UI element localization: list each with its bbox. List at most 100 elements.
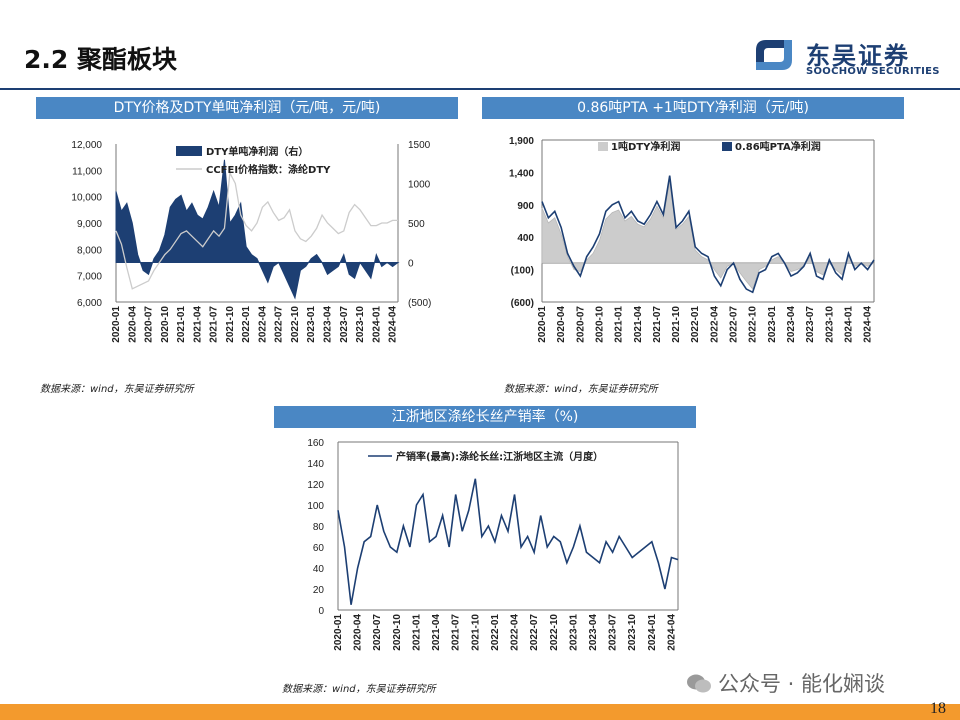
y-tick-label: 40	[313, 564, 325, 575]
x-tick-label: 2023-10	[627, 614, 638, 651]
y-tick-label: 10,000	[71, 193, 102, 204]
y2-tick-label: 0	[408, 259, 414, 270]
y2-tick-label: 1500	[408, 140, 431, 151]
x-tick-label: 2023-04	[786, 306, 797, 343]
chart2-header: 0.86吨PTA +1吨DTY净利润（元/吨)	[482, 97, 904, 119]
sales-rate-chart: 160 140 120 100 80 60 40 20 0 产销率(最高):涤纶长丝:江浙地区主流…	[307, 438, 679, 651]
y-tick-label: 6,000	[77, 298, 102, 309]
dty-price-profit-chart: 12,000 11,000 10,000 9,000 8,000 7,000 6,000 15…	[71, 140, 431, 343]
x-tick-label: 2021-10	[470, 614, 481, 651]
x-tick-label: 2021-07	[451, 614, 462, 651]
x-tick-label: 2023-01	[767, 306, 778, 343]
x-tick-label: 2023-07	[608, 614, 619, 651]
y-tick-label: 9,000	[77, 219, 102, 230]
legend-label-pta: 0.86吨PTA净利润	[735, 140, 821, 153]
x-tick-label: 2024-01	[371, 306, 382, 343]
x-tick-label: 2021-01	[411, 614, 422, 651]
x-tick-label: 2024-04	[388, 306, 399, 343]
legend-label-sales: 产销率(最高):涤纶长丝:江浙地区主流（月度）	[396, 450, 603, 463]
x-tick-label: 2022-04	[510, 614, 521, 651]
x-tick-label: 2020-04	[127, 306, 138, 343]
y-tick-label: 80	[313, 522, 325, 533]
x-tick-label: 2023-07	[805, 306, 816, 343]
legend-swatch-pta	[722, 142, 732, 151]
profit-area	[115, 159, 400, 300]
chart2-source: 数据来源：wind，东吴证券研究所	[504, 384, 658, 395]
x-tick-label: 2021-10	[225, 306, 236, 343]
x-tick-label: 2024-04	[863, 306, 874, 343]
watermark: 公众号 · 能化娴谈	[686, 668, 885, 698]
y-tick-label: 100	[307, 501, 324, 512]
x-tick-label: 2021-04	[633, 306, 644, 343]
x-tick-label: 2021-07	[652, 306, 663, 343]
x-tick-label: 2022-04	[709, 306, 720, 343]
x-tick-label: 2022-10	[549, 614, 560, 651]
y-tick-label: 11,000	[72, 166, 102, 177]
soochow-logo-icon	[752, 36, 796, 74]
y-tick-label: 8,000	[77, 245, 102, 256]
logo-english-name: SOOCHOW SECURITIES	[806, 66, 940, 77]
legend-swatch-dty	[598, 142, 608, 151]
footer-bar	[0, 704, 960, 720]
x-tick-label: 2020-04	[556, 306, 567, 343]
chart1-header: DTY价格及DTY单吨净利润（元/吨，元/吨)	[36, 97, 458, 119]
x-tick-label: 2021-04	[431, 614, 442, 651]
x-tick-label: 2022-07	[729, 306, 740, 343]
x-tick-label: 2020-10	[392, 614, 403, 651]
x-tick-label: 2024-04	[666, 614, 677, 651]
y-tick-label: 160	[307, 438, 324, 449]
y-tick-label: 1,400	[509, 168, 534, 179]
sales-rate-line	[337, 478, 679, 605]
x-tick-label: 2021-10	[671, 306, 682, 343]
x-tick-label: 2022-01	[490, 614, 501, 651]
x-tick-label: 2020-01	[111, 306, 122, 343]
y-tick-label: 120	[307, 480, 324, 491]
legend-label-dty: 1吨DTY净利润	[611, 140, 680, 153]
y2-tick-label: 500	[408, 219, 425, 230]
x-tick-label: 2020-04	[353, 614, 364, 651]
x-tick-label: 2024-01	[843, 306, 854, 343]
legend-swatch-profit	[176, 146, 202, 156]
x-tick-label: 2020-10	[160, 306, 171, 343]
x-tick-label: 2022-07	[529, 614, 540, 651]
chart3-source: 数据来源：wind，东吴证券研究所	[282, 684, 436, 695]
legend-label-price: CCFEI价格指数：涤纶DTY	[206, 163, 331, 176]
y-tick-label: 20	[313, 585, 325, 596]
y2-tick-label: (500)	[408, 298, 431, 309]
x-tick-label: 2022-01	[241, 306, 252, 343]
brand-logo: 东吴证券 SOOCHOW SECURITIES	[752, 36, 942, 80]
x-tick-label: 2023-01	[306, 306, 317, 343]
wechat-icon	[687, 674, 711, 693]
y-tick-label: (600)	[511, 298, 534, 309]
y-tick-label: 0	[318, 606, 324, 617]
x-tick-label: 2022-10	[290, 306, 301, 343]
chart1-source: 数据来源：wind，东吴证券研究所	[40, 384, 194, 395]
slide-title: 2.2 聚酯板块	[24, 45, 177, 74]
x-tick-label: 2022-04	[257, 306, 268, 343]
x-tick-label: 2023-04	[588, 614, 599, 651]
page-number: 18	[930, 700, 946, 717]
x-tick-label: 2023-01	[568, 614, 579, 651]
x-tick-label: 2023-10	[355, 306, 366, 343]
x-tick-label: 2024-01	[647, 614, 658, 651]
legend-label-profit: DTY单吨净利润（右）	[206, 145, 308, 158]
chart3-header: 江浙地区涤纶长丝产销率（%)	[274, 406, 696, 428]
x-tick-label: 2023-04	[323, 306, 334, 343]
logo-chinese-name: 东吴证券	[806, 42, 910, 70]
y-tick-label: 12,000	[71, 140, 102, 151]
x-tick-label: 2021-01	[614, 306, 625, 343]
y-tick-label: 400	[517, 233, 534, 244]
x-tick-label: 2022-07	[274, 306, 285, 343]
y-tick-label: 900	[517, 201, 534, 212]
pta-dty-profit-chart: 1,900 1,400 900 400 (100) (600) 1吨DTY净利润 0.86吨P…	[509, 136, 875, 343]
dty-profit-area	[541, 182, 875, 290]
pta-profit-line	[541, 175, 875, 294]
x-tick-label: 2023-10	[824, 306, 835, 343]
price-line	[115, 170, 398, 290]
x-tick-label: 2020-01	[537, 306, 548, 343]
x-tick-label: 2022-10	[748, 306, 759, 343]
y-tick-label: (100)	[511, 266, 534, 277]
watermark-text: 公众号 · 能化娴谈	[718, 672, 886, 696]
x-tick-label: 2020-07	[372, 614, 383, 651]
y-tick-label: 140	[307, 459, 324, 470]
